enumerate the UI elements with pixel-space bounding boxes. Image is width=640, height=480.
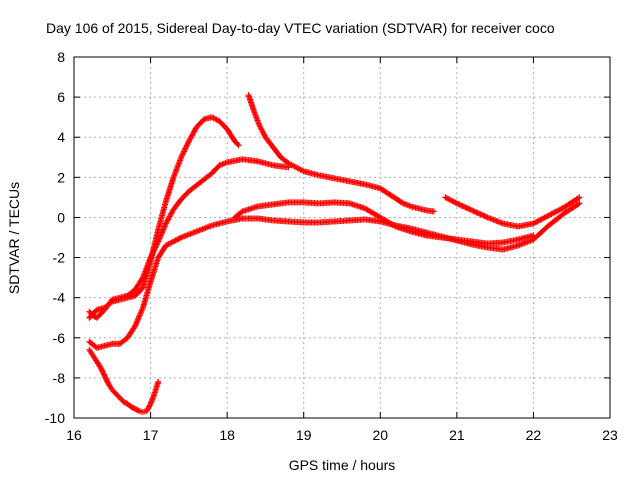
data-point	[467, 206, 474, 213]
data-point	[464, 205, 471, 212]
data-point	[100, 371, 107, 378]
x-tick-label: 22	[526, 427, 542, 443]
data-point	[99, 367, 106, 374]
data-point	[530, 232, 537, 239]
data-point	[474, 209, 481, 216]
data-point	[104, 378, 111, 385]
data-point	[469, 207, 476, 214]
y-tick-label: -4	[53, 290, 66, 306]
series-arc-1	[86, 346, 162, 415]
y-axis-ticks: -10 -8 -6 -4 -2 0 2 4 6 8	[45, 49, 610, 426]
data-point	[101, 372, 108, 379]
data-point	[176, 235, 183, 242]
data-point	[462, 204, 469, 211]
series-arc-3	[86, 156, 292, 321]
data-point	[100, 370, 107, 377]
data-point	[574, 195, 581, 202]
data-point	[453, 200, 460, 207]
y-tick-label: 6	[57, 89, 65, 105]
data-point	[576, 200, 583, 207]
y-tick-label: 0	[57, 209, 65, 225]
data-point	[458, 202, 465, 209]
y-tick-label: -2	[53, 250, 66, 266]
series-arc-7	[442, 194, 583, 230]
data-point	[134, 407, 141, 414]
data-point	[234, 140, 241, 147]
data-point	[574, 201, 581, 208]
data-point	[102, 375, 109, 382]
x-tick-label: 21	[449, 427, 465, 443]
x-tick-label: 19	[296, 427, 312, 443]
data-point	[481, 213, 488, 220]
data-point	[459, 202, 466, 209]
data-point	[463, 204, 470, 211]
y-axis-label: SDTVAR / TECUs	[6, 182, 22, 294]
y-tick-label: 8	[57, 49, 65, 65]
data-point	[102, 374, 109, 381]
data-point	[483, 213, 490, 220]
series-arc-4	[245, 92, 437, 215]
y-tick-label: -10	[45, 410, 65, 426]
data-point	[476, 210, 483, 217]
x-tick-label: 23	[602, 427, 618, 443]
data-point	[98, 366, 105, 373]
data-point	[455, 201, 462, 208]
data-point	[478, 211, 485, 218]
x-tick-label: 17	[143, 427, 159, 443]
data-point	[391, 222, 398, 229]
plot-frame	[73, 56, 611, 419]
x-tick-label: 16	[66, 427, 82, 443]
data-point	[235, 142, 242, 149]
data-point	[480, 212, 487, 219]
y-tick-label: 4	[57, 129, 65, 145]
x-axis-ticks: 16 17 18 19 20 21 22 23	[66, 57, 618, 443]
y-tick-label: -8	[53, 370, 66, 386]
data-point	[473, 209, 480, 216]
chart-title: Day 106 of 2015, Sidereal Day-to-day VTE…	[46, 20, 555, 36]
x-tick-label: 20	[372, 427, 388, 443]
data-point	[466, 206, 473, 213]
data-point	[576, 194, 583, 201]
data-point	[99, 368, 106, 375]
data-point	[470, 208, 477, 215]
data-point	[97, 364, 104, 371]
x-tick-label: 18	[219, 427, 235, 443]
x-axis-label: GPS time / hours	[289, 457, 396, 473]
y-tick-label: 2	[57, 169, 65, 185]
data-point	[477, 211, 484, 218]
data-point	[471, 208, 478, 215]
data-point	[430, 208, 437, 215]
series-layer	[86, 92, 583, 415]
data-point	[460, 203, 467, 210]
data-point	[456, 201, 463, 208]
data-point	[103, 376, 110, 383]
y-tick-label: -6	[53, 330, 66, 346]
series-arc-6	[231, 199, 537, 247]
data-point	[155, 378, 162, 385]
